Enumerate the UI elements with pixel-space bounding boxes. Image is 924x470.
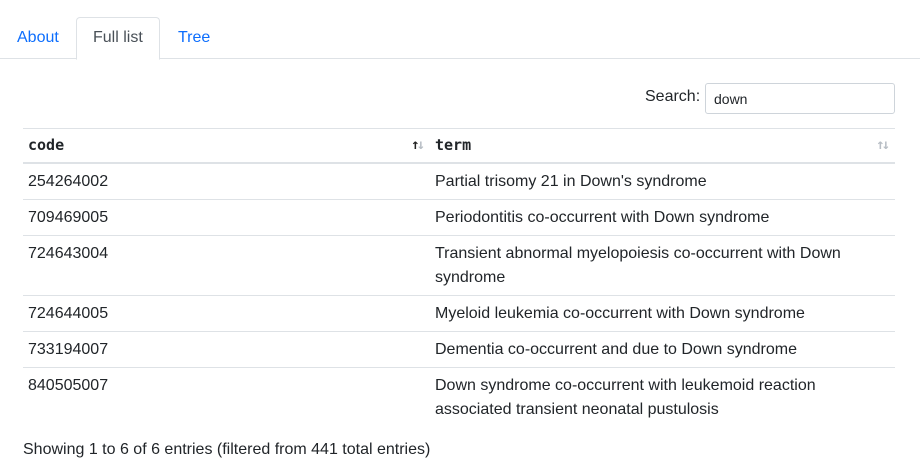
column-header-label: code [28,136,65,155]
column-header-label: term [435,136,472,155]
results-table: code ↑↓ term ↑↓ 254264002 Partial trisom… [23,128,895,427]
tab-bar: About Full list Tree [0,17,920,60]
table-row: 254264002 Partial trisomy 21 in Down's s… [23,162,895,200]
sort-unsorted-icon: ↑↓ [876,137,890,153]
tab-label: About [17,29,59,46]
term-cell: Down syndrome co-occurrent with leukemoi… [435,376,816,418]
term-cell: Partial trisomy 21 in Down's syndrome [430,162,895,200]
table-row: 840505007 Down syndrome co-occurrent wit… [23,367,895,427]
table-row: 724643004 Transient abnormal myelopoiesi… [23,235,895,296]
tab-label: Full list [93,29,143,46]
tab-full-list[interactable]: Full list [76,17,160,60]
table-row: 724644005 Myeloid leukemia co-occurrent … [23,295,895,332]
code-cell: 254264002 [23,162,430,200]
tab-about[interactable]: About [0,17,76,59]
code-cell: 733194007 [23,331,430,368]
tab-label: Tree [178,29,211,46]
search-input[interactable] [705,83,895,114]
code-cell: 709469005 [23,199,430,236]
table-row: 733194007 Dementia co-occurrent and due … [23,331,895,368]
term-cell: Dementia co-occurrent and due to Down sy… [430,331,895,368]
code-cell: 840505007 [28,376,109,394]
term-cell: Transient abnormal myelopoiesis co-occur… [430,235,895,296]
column-header-term[interactable]: term ↑↓ [430,128,895,164]
sort-ascending-icon: ↑↓ [411,137,425,153]
column-header-code[interactable]: code ↑↓ [23,128,430,164]
table-info-text: Showing 1 to 6 of 6 entries (filtered fr… [23,441,431,458]
search-label: Search: [645,88,701,105]
code-cell: 724643004 [23,235,430,296]
term-cell: Myeloid leukemia co-occurrent with Down … [430,295,895,332]
code-cell: 724644005 [23,295,430,332]
table-header-row: code ↑↓ term ↑↓ [23,128,895,164]
tab-tree[interactable]: Tree [161,17,227,59]
term-cell: Periodontitis co-occurrent with Down syn… [430,199,895,236]
table-row: 709469005 Periodontitis co-occurrent wit… [23,199,895,236]
